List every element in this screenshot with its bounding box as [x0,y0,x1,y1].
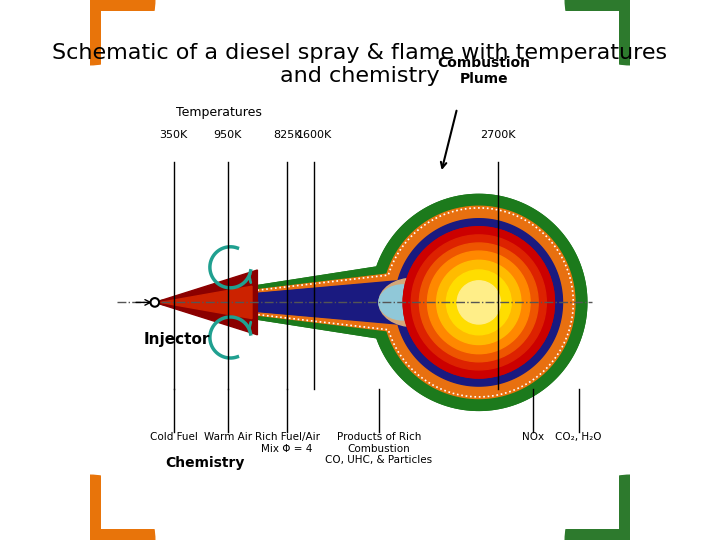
Text: Temperatures: Temperatures [176,106,262,119]
Text: Combustion
Plume: Combustion Plume [438,56,531,86]
Circle shape [150,298,159,307]
Circle shape [438,262,519,343]
Text: 950K: 950K [214,130,242,140]
Circle shape [403,227,554,378]
Polygon shape [155,270,258,335]
Wedge shape [565,475,630,540]
Polygon shape [152,208,573,397]
Ellipse shape [379,285,428,320]
Polygon shape [155,220,561,384]
Wedge shape [90,475,155,540]
Text: 2700K: 2700K [480,130,516,140]
Circle shape [426,249,531,355]
Circle shape [419,243,538,362]
FancyBboxPatch shape [101,11,619,529]
Polygon shape [155,219,562,386]
Circle shape [415,239,543,366]
Circle shape [411,235,546,370]
Polygon shape [160,286,252,319]
Text: 825K: 825K [273,130,302,140]
Text: 350K: 350K [160,130,188,140]
Circle shape [451,274,507,330]
Circle shape [457,281,500,324]
Circle shape [436,260,521,345]
Wedge shape [565,0,630,65]
Text: Chemistry: Chemistry [166,456,245,470]
Circle shape [446,270,511,335]
Text: Injector: Injector [144,332,210,347]
Text: CO₂, H₂O: CO₂, H₂O [555,432,602,442]
Circle shape [403,227,554,378]
Polygon shape [150,194,587,410]
Text: Cold Fuel: Cold Fuel [150,432,197,442]
Circle shape [428,251,530,354]
Text: Schematic of a diesel spray & flame with temperatures
and chemistry: Schematic of a diesel spray & flame with… [53,43,667,86]
Text: 1600K: 1600K [297,130,332,140]
Text: Warm Air: Warm Air [204,432,252,442]
Polygon shape [152,206,575,399]
Wedge shape [90,0,155,65]
Polygon shape [150,194,587,410]
Text: NOx: NOx [522,432,544,442]
Text: Rich Fuel/Air
Mix Φ = 4: Rich Fuel/Air Mix Φ = 4 [255,432,320,454]
Ellipse shape [379,278,449,327]
Text: Products of Rich
Combustion
CO, UHC, & Particles: Products of Rich Combustion CO, UHC, & P… [325,432,433,465]
